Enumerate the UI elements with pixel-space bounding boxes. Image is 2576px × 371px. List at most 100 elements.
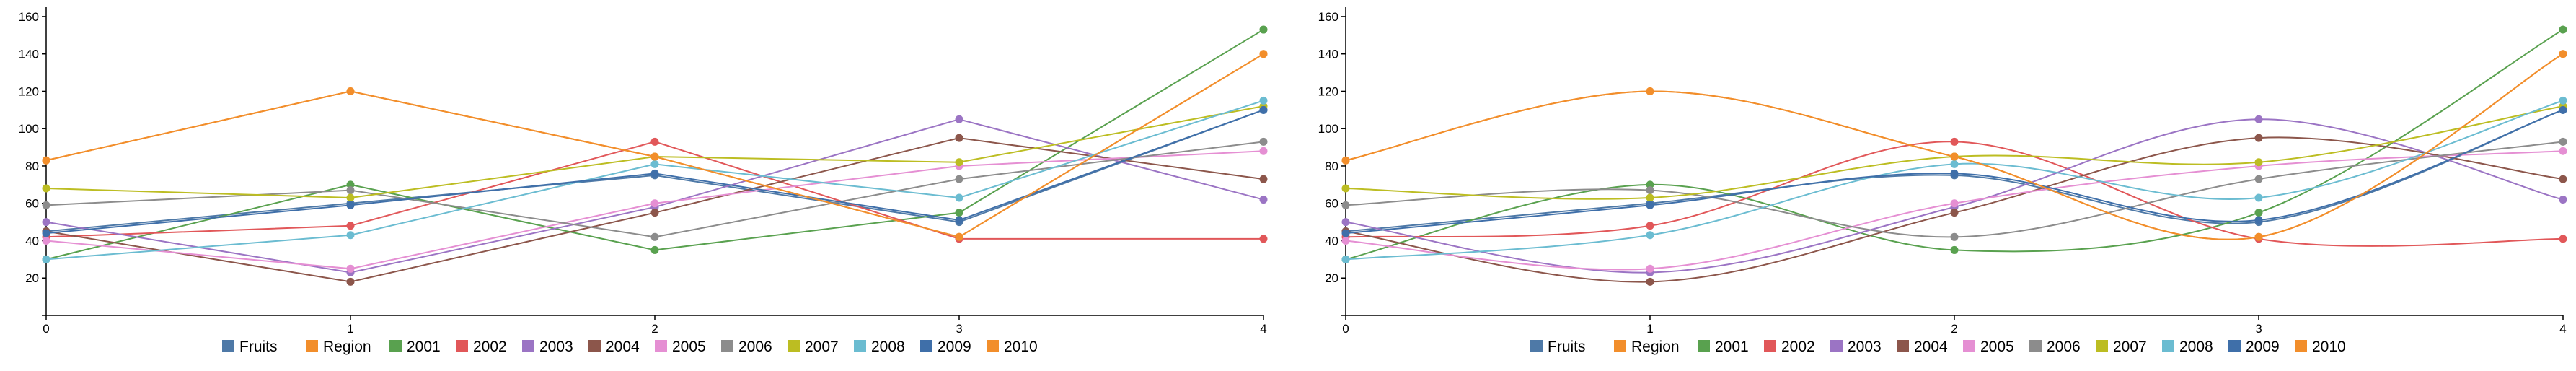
data-point-2001[interactable] [955, 209, 963, 217]
data-point-2003[interactable] [955, 115, 963, 123]
data-point-2007[interactable] [2254, 158, 2263, 167]
data-point-2003[interactable] [2254, 115, 2263, 123]
data-point-2009[interactable] [650, 169, 659, 178]
data-point-2002[interactable] [1950, 137, 1959, 146]
data-point-2004[interactable] [1950, 209, 1959, 217]
data-point-2001[interactable] [2254, 209, 2263, 217]
data-point-2004[interactable] [1646, 277, 1654, 286]
data-point-2002[interactable] [1259, 235, 1268, 243]
data-point-2005[interactable] [346, 264, 355, 273]
data-point-2008[interactable] [2559, 96, 2567, 105]
data-point-2009[interactable] [2254, 216, 2263, 224]
legend-item-2004[interactable]: 2004 [1897, 339, 1948, 355]
data-point-2005[interactable] [1646, 264, 1654, 273]
data-point-2001[interactable] [346, 180, 355, 189]
data-point-2004[interactable] [650, 209, 659, 217]
data-point-2006[interactable] [650, 232, 659, 241]
data-point-2008[interactable] [1646, 231, 1654, 240]
data-point-2006[interactable] [1259, 137, 1268, 146]
legend-item-2009[interactable]: 2009 [920, 339, 971, 355]
data-point-2010[interactable] [1950, 152, 1959, 161]
legend-item-2002[interactable]: 2002 [456, 339, 507, 355]
legend-item-2003[interactable]: 2003 [1830, 339, 1882, 355]
data-point-2008[interactable] [1950, 160, 1959, 168]
data-point-2010[interactable] [1646, 87, 1654, 95]
data-point-2010[interactable] [650, 152, 659, 161]
data-point-2005[interactable] [1341, 236, 1350, 245]
data-point-2008[interactable] [1259, 96, 1268, 105]
legend-item-2007[interactable]: 2007 [788, 339, 839, 355]
data-point-2004[interactable] [2254, 134, 2263, 142]
data-point-2004[interactable] [1259, 175, 1268, 183]
data-point-2008[interactable] [650, 160, 659, 168]
data-point-2005[interactable] [1259, 147, 1268, 155]
legend-item-2010[interactable]: 2010 [987, 339, 1038, 355]
legend-item-fruits[interactable]: Fruits [1530, 339, 1586, 355]
legend-item-2001[interactable]: 2001 [389, 339, 441, 355]
data-point-2006[interactable] [346, 186, 355, 195]
legend-item-2008[interactable]: 2008 [854, 339, 905, 355]
data-point-2007[interactable] [346, 193, 355, 202]
data-point-2003[interactable] [2559, 196, 2567, 204]
data-point-2004[interactable] [2559, 175, 2567, 183]
data-point-2002[interactable] [650, 137, 659, 146]
data-point-2007[interactable] [42, 184, 50, 193]
data-point-2009[interactable] [42, 229, 50, 237]
legend-item-2009[interactable]: 2009 [2228, 339, 2280, 355]
data-point-2008[interactable] [346, 231, 355, 240]
legend-item-2005[interactable]: 2005 [655, 339, 706, 355]
data-point-2010[interactable] [346, 87, 355, 95]
legend-item-2002[interactable]: 2002 [1764, 339, 1815, 355]
legend-item-2010[interactable]: 2010 [2295, 339, 2346, 355]
data-point-2005[interactable] [42, 236, 50, 245]
data-point-2006[interactable] [1341, 201, 1350, 209]
data-point-2010[interactable] [42, 156, 50, 165]
legend-item-2005[interactable]: 2005 [1963, 339, 2014, 355]
data-point-2002[interactable] [346, 222, 355, 230]
data-point-2007[interactable] [955, 158, 963, 167]
data-point-2005[interactable] [1950, 199, 1959, 208]
data-point-2001[interactable] [650, 245, 659, 254]
data-point-2010[interactable] [1341, 156, 1350, 165]
data-point-2009[interactable] [2559, 105, 2567, 114]
data-point-2009[interactable] [346, 201, 355, 209]
legend-item-2006[interactable]: 2006 [2029, 339, 2081, 355]
data-point-2006[interactable] [2559, 137, 2567, 146]
data-point-2008[interactable] [1341, 255, 1350, 263]
data-point-2006[interactable] [2254, 175, 2263, 183]
legend-item-2007[interactable]: 2007 [2096, 339, 2147, 355]
data-point-2006[interactable] [1950, 232, 1959, 241]
data-point-2009[interactable] [1259, 105, 1268, 114]
legend-item-region[interactable]: Region [306, 339, 371, 355]
data-point-2005[interactable] [650, 199, 659, 208]
data-point-2009[interactable] [1341, 229, 1350, 237]
data-point-2003[interactable] [42, 218, 50, 227]
legend-item-fruits[interactable]: Fruits [222, 339, 278, 355]
data-point-2003[interactable] [1259, 196, 1268, 204]
data-point-2004[interactable] [346, 277, 355, 286]
data-point-2003[interactable] [1341, 218, 1350, 227]
legend-item-2003[interactable]: 2003 [522, 339, 573, 355]
data-point-2010[interactable] [2559, 50, 2567, 58]
data-point-2010[interactable] [955, 232, 963, 241]
data-point-2002[interactable] [1646, 222, 1654, 230]
data-point-2008[interactable] [955, 193, 963, 202]
data-point-2007[interactable] [1646, 193, 1654, 202]
data-point-2005[interactable] [2559, 147, 2567, 155]
data-point-2006[interactable] [42, 201, 50, 209]
data-point-2009[interactable] [1950, 169, 1959, 178]
data-point-2010[interactable] [2254, 232, 2263, 241]
data-point-2009[interactable] [955, 216, 963, 224]
legend-item-2008[interactable]: 2008 [2162, 339, 2213, 355]
data-point-2002[interactable] [2559, 235, 2567, 243]
data-point-2001[interactable] [1259, 25, 1268, 34]
data-point-2006[interactable] [955, 175, 963, 183]
data-point-2008[interactable] [42, 255, 50, 263]
data-point-2010[interactable] [1259, 50, 1268, 58]
data-point-2008[interactable] [2254, 193, 2263, 202]
data-point-2009[interactable] [1646, 201, 1654, 209]
data-point-2007[interactable] [1341, 184, 1350, 193]
legend-item-region[interactable]: Region [1614, 339, 1680, 355]
data-point-2006[interactable] [1646, 186, 1654, 195]
legend-item-2006[interactable]: 2006 [721, 339, 772, 355]
